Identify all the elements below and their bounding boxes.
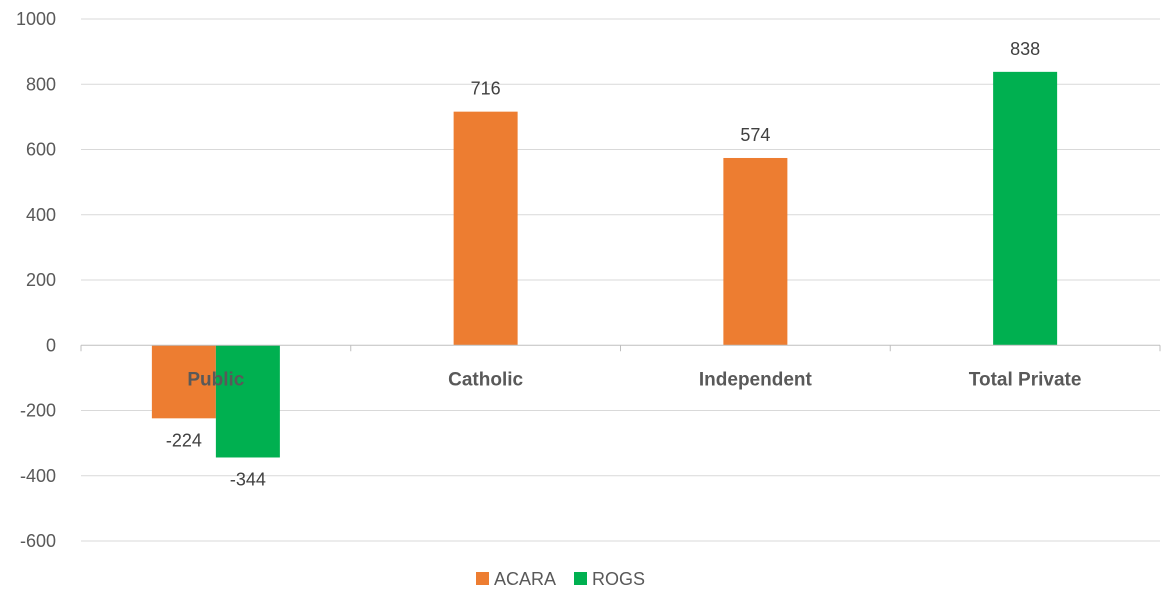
bar-acara-independent <box>723 157 788 346</box>
category-labels: Public Catholic Independent Total Private <box>187 369 1081 390</box>
data-labels: -224 -344 716 574 838 <box>166 39 1040 490</box>
y-tick-label: 600 <box>26 140 56 160</box>
legend-label-acara: ACARA <box>494 569 556 589</box>
bars <box>151 71 1058 458</box>
y-tick-label: -600 <box>20 531 56 551</box>
category-label: Catholic <box>448 369 523 390</box>
y-tick-label: -200 <box>20 401 56 421</box>
x-axis <box>80 344 1161 352</box>
data-label: -344 <box>230 469 266 489</box>
bar-rogs-total-private <box>993 71 1058 346</box>
legend-swatch-rogs <box>574 572 587 585</box>
legend-label-rogs: ROGS <box>592 569 645 589</box>
data-label: 716 <box>471 79 501 99</box>
bar-rogs-public <box>215 345 280 458</box>
data-label: -224 <box>166 430 202 450</box>
legend-swatch-acara <box>476 572 489 585</box>
category-label: Total Private <box>969 369 1082 390</box>
bar-acara-catholic <box>453 111 518 346</box>
category-label: Public <box>187 369 244 390</box>
category-label: Independent <box>699 369 813 390</box>
y-tick-label: 1000 <box>16 9 56 29</box>
bar-acara-public <box>151 345 216 419</box>
legend: ACARA ROGS <box>476 569 645 589</box>
y-tick-label: 200 <box>26 270 56 290</box>
y-axis-ticks: -600 -400 -200 0 200 400 600 800 1000 <box>16 9 56 551</box>
data-label: 838 <box>1010 39 1040 59</box>
y-tick-label: 400 <box>26 205 56 225</box>
y-tick-label: 800 <box>26 74 56 94</box>
data-label: 574 <box>740 125 770 145</box>
y-tick-label: -400 <box>20 466 56 486</box>
y-tick-label: 0 <box>46 335 56 355</box>
